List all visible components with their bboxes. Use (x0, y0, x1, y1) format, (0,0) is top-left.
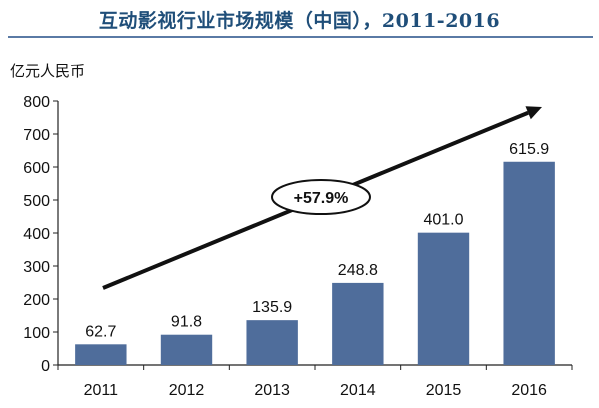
bar-2015 (417, 232, 470, 365)
x-tick-label: 2013 (254, 382, 290, 399)
y-tick-label: 300 (23, 259, 50, 276)
bar-2012 (160, 334, 213, 365)
y-tick-label: 800 (23, 94, 50, 111)
bar-2016 (503, 161, 555, 365)
y-tick-label: 0 (41, 358, 50, 375)
data-label-2016: 615.9 (509, 141, 549, 158)
y-tick-label: 700 (23, 127, 50, 144)
data-label-2014: 248.8 (338, 262, 378, 279)
bar-2014 (332, 282, 384, 365)
data-label-2012: 91.8 (171, 314, 202, 331)
y-axis-unit-label: 亿元人民币 (10, 62, 85, 80)
growth-rate-label: +57.9% (294, 190, 349, 207)
x-tick-label: 2016 (511, 382, 547, 399)
data-labels: 62.7 91.8 135.9 248.8 401.0 615.9 (85, 141, 549, 341)
x-tick-label: 2011 (84, 382, 119, 399)
data-label-2013: 135.9 (252, 299, 292, 316)
x-tick-label: 2015 (426, 382, 462, 399)
x-tick-label: 2014 (340, 382, 376, 399)
y-tick-label: 400 (23, 226, 50, 243)
bars (75, 161, 555, 365)
trend-annotation: +57.9% (102, 106, 542, 290)
data-label-2011: 62.7 (85, 323, 116, 340)
y-tick-label: 500 (23, 193, 50, 210)
data-label-2015: 401.0 (423, 212, 463, 229)
x-tick-label: 2012 (169, 382, 205, 399)
y-tick-label: 100 (23, 325, 50, 342)
growth-rate-badge (271, 179, 371, 215)
trend-arrow-head (525, 106, 542, 120)
title-divider (8, 36, 593, 38)
bar-2013 (246, 320, 298, 365)
chart-title: 互动影视行业市场规模（中国），2011-2016 (98, 10, 501, 32)
axes: 0 100 200 300 400 500 600 700 800 2011 2012 2013 201… (23, 94, 573, 399)
y-tick-label: 600 (23, 160, 50, 177)
y-tick-label: 200 (23, 292, 50, 309)
bar-2011 (75, 344, 127, 365)
